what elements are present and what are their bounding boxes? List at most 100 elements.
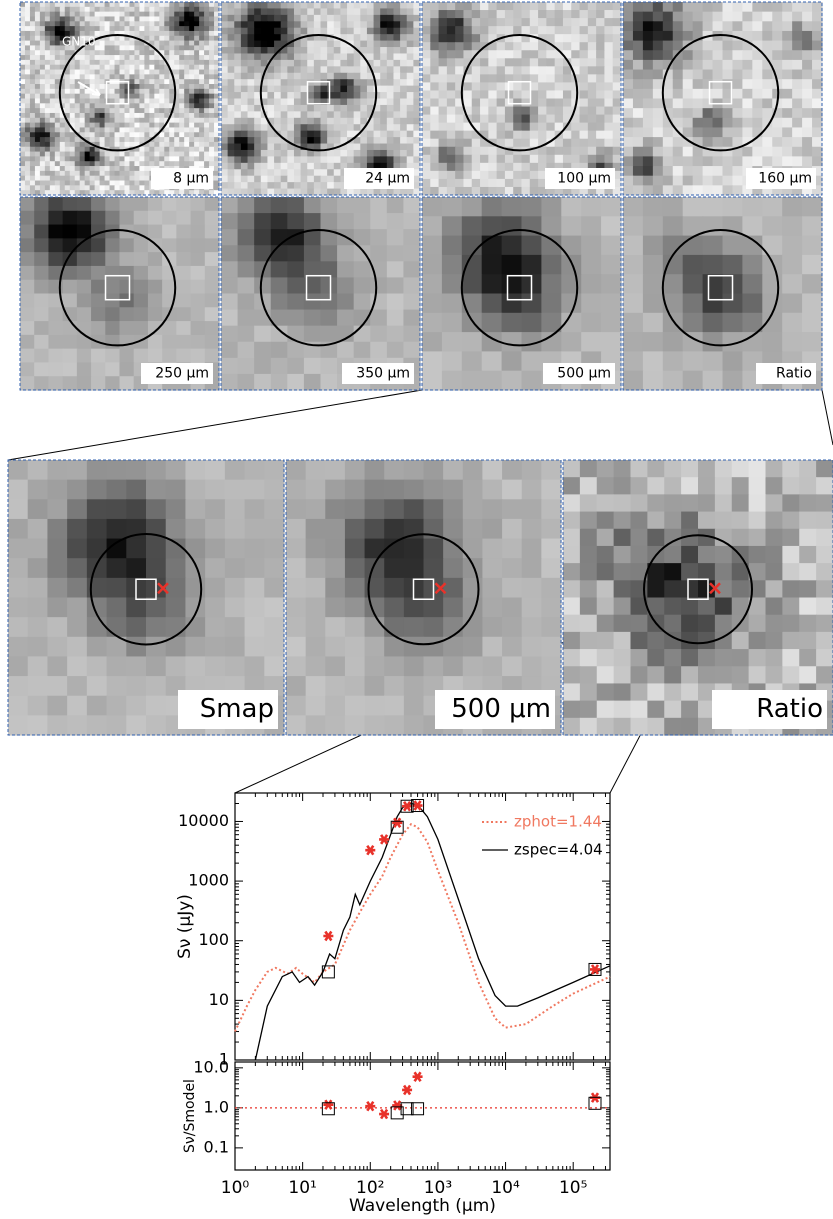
pixel (571, 18, 580, 27)
pixel (45, 70, 51, 75)
pixel (715, 615, 732, 633)
pixel (782, 494, 799, 512)
pixel (596, 115, 605, 124)
pixel (30, 108, 36, 113)
pixel (422, 155, 431, 164)
pixel (139, 123, 145, 128)
image-panel: Ratio (563, 460, 833, 736)
pixel (274, 60, 281, 67)
pixel (55, 16, 61, 21)
pixel (134, 65, 140, 70)
pixel (613, 42, 622, 51)
pixel (115, 36, 121, 41)
pixel (502, 216, 522, 236)
pixel (294, 156, 301, 163)
pixel (588, 18, 597, 27)
pixel (194, 127, 200, 132)
pixel (48, 197, 63, 211)
pixel (400, 34, 407, 41)
pixel (129, 142, 135, 147)
pixel (354, 2, 361, 9)
pixel (166, 558, 186, 578)
pixel (513, 163, 522, 172)
pixel (522, 107, 531, 116)
pixel (782, 41, 793, 51)
pixel (664, 598, 681, 616)
pixel (664, 683, 681, 701)
pixel (139, 7, 145, 12)
pixel (374, 137, 381, 144)
pixel (154, 147, 160, 152)
pixel (463, 131, 472, 140)
pixel (60, 161, 66, 166)
pixel (281, 66, 288, 73)
pixel (149, 89, 155, 94)
pixel (653, 41, 664, 51)
pixel (154, 99, 160, 104)
pixel (50, 161, 56, 166)
pixel (571, 131, 580, 140)
pixel (307, 137, 314, 144)
pixel (482, 578, 502, 598)
pixel (238, 326, 255, 343)
pixel (204, 55, 210, 60)
pixel (354, 53, 361, 60)
pixel (50, 84, 56, 89)
pixel (555, 2, 564, 11)
pixel (742, 197, 763, 217)
pixel (307, 176, 314, 183)
pixel (732, 79, 743, 89)
pixel (159, 79, 165, 84)
pixel (380, 92, 387, 99)
pixel (301, 92, 308, 99)
pixel (67, 617, 87, 637)
pixel (241, 150, 248, 157)
pixel (387, 2, 394, 9)
pixel (148, 307, 163, 321)
pixel (653, 185, 664, 195)
pixel (782, 666, 799, 684)
pixel (134, 321, 149, 335)
pixel (563, 139, 572, 148)
pixel (513, 18, 522, 27)
pixel (47, 617, 67, 637)
pixel (601, 236, 622, 256)
pixel (60, 166, 66, 171)
pixel (732, 70, 743, 80)
pixel (35, 12, 41, 17)
pixel (40, 161, 46, 166)
pixel (347, 150, 354, 157)
pixel (144, 123, 150, 128)
pixel (393, 137, 400, 144)
pixel (314, 73, 321, 80)
pixel (287, 342, 304, 359)
pixel (597, 683, 614, 701)
pixel (633, 50, 644, 60)
pixel (110, 171, 116, 176)
pixel (631, 512, 648, 530)
pixel (129, 176, 135, 181)
pixel (387, 34, 394, 41)
pixel (480, 147, 489, 156)
pixel (144, 60, 150, 65)
pixel (732, 632, 749, 650)
pixel (354, 213, 371, 230)
pixel (301, 156, 308, 163)
pixel (30, 161, 36, 166)
pixel (85, 79, 91, 84)
pixel (149, 50, 155, 55)
pixel (205, 480, 225, 500)
pixel (65, 127, 71, 132)
pixel (30, 2, 36, 7)
pixel (169, 26, 175, 31)
pixel (169, 36, 175, 41)
pixel (752, 156, 763, 166)
pixel (762, 137, 773, 147)
pixel (85, 94, 91, 99)
pixel (480, 179, 489, 188)
pixel (129, 45, 135, 50)
pixel (34, 266, 49, 280)
pixel (538, 42, 547, 51)
pixel (400, 111, 407, 118)
pixel (782, 197, 803, 217)
